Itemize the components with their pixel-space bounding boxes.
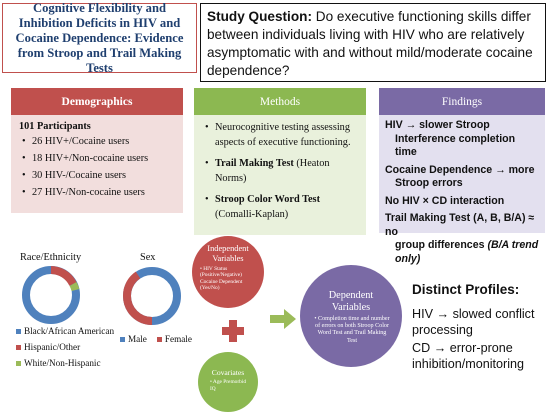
race-legend: Black/African American Hispanic/Other Wh… — [16, 326, 114, 368]
methods-header: Methods — [194, 88, 366, 115]
finding-trail-trend: (B/A trend only) — [395, 239, 539, 265]
poster-title: Cognitive Flexibility and Inhibition Def… — [15, 0, 184, 75]
sex-donut-chart — [122, 267, 181, 325]
participant-count: 101 Participants — [19, 121, 91, 132]
finding-cocaine-line2: Stroop errors — [395, 177, 463, 189]
methods-list: Neurocognitive testing assessing aspects… — [202, 121, 358, 222]
trail-making-test-label: Trail Making Test — [215, 158, 294, 169]
demographics-panel: 101 Participants 26 HIV+/Cocaine users 1… — [11, 115, 183, 213]
distinct-profile-cd: CD → error-prone inhibition/monitoring — [412, 341, 525, 371]
finding-hiv: HIV → slower Stroop Interference complet… — [385, 119, 539, 160]
covariates-detail: • Age Premorbid IQ — [210, 379, 247, 392]
dependent-variables-circle: Dependent Variables • Completion time an… — [300, 265, 402, 367]
finding-trail-making: Trail Making Test (A, B, B/A) ≈ no group… — [385, 212, 539, 266]
finding-interaction: No HIV × CD interaction — [385, 194, 505, 207]
study-question: Study Question: Do executive functioning… — [207, 8, 539, 80]
methods-item: Trail Making Test (Heaton Norms) — [205, 157, 358, 186]
demographics-list: 26 HIV+/Cocaine users 18 HIV+/Non-cocain… — [19, 135, 175, 201]
independent-variables-detail: • HIV Status (Positive/Negative) Cocaine… — [200, 266, 243, 292]
demographic-group: 26 HIV+/Cocaine users — [22, 135, 175, 150]
legend-item-female: Female — [156, 334, 192, 344]
race-chart-title: Race/Ethnicity — [20, 252, 82, 263]
legend-swatch — [120, 336, 125, 342]
sex-legend: Male Female — [120, 334, 192, 344]
stroop-test-norms: (Comalli-Kaplan) — [215, 208, 289, 220]
independent-variables-title: Independent Variables — [207, 244, 249, 263]
legend-swatch — [156, 336, 162, 342]
sex-slice-female — [122, 271, 153, 325]
distinct-profile-hiv: HIV → slowed conflict processing — [412, 307, 535, 337]
legend-item-white: White/Non-Hispanic — [16, 358, 114, 368]
covariates-circle: Covariates • Age Premorbid IQ — [198, 352, 258, 412]
finding-cocaine: Cocaine Dependence → more Stroop errors — [385, 164, 539, 191]
trail-making-test-norms: (Heaton Norms) — [215, 158, 330, 184]
finding-hiv-line1: HIV → slower Stroop — [385, 119, 490, 131]
demographic-group: 27 HIV-/Non-cocaine users — [22, 186, 175, 201]
race-slice-white — [69, 281, 80, 292]
finding-trail-line1: Trail Making Test (A, B, B/A) ≈ no — [385, 212, 535, 238]
finding-cocaine-line1: Cocaine Dependence → more — [385, 163, 535, 176]
covariates-title: Covariates — [211, 368, 245, 377]
arrow-right-icon — [270, 309, 296, 329]
findings-panel: HIV → slower Stroop Interference complet… — [379, 115, 545, 265]
finding-trail-line2-text: group differences — [395, 239, 485, 251]
demographics-header: Demographics — [11, 88, 183, 115]
study-question-label: Study Question: — [207, 9, 312, 24]
dependent-variables-detail: • Completion time and number of errors o… — [314, 316, 390, 344]
methods-item: Neurocognitive testing assessing aspects… — [205, 121, 358, 150]
study-question-box: Study Question: Do executive functioning… — [200, 3, 546, 82]
sex-chart-title: Sex — [140, 252, 156, 263]
finding-trail-line2: group differences (B/A trend only) — [385, 239, 539, 266]
stroop-test-label: Stroop Color Word Test — [215, 194, 320, 205]
study-question-text: Do executive functioning skills differ b… — [207, 9, 533, 78]
methods-item: Stroop Color Word Test (Comalli-Kaplan) — [205, 193, 358, 222]
legend-swatch — [16, 328, 21, 334]
legend-item-black: Black/African American — [16, 326, 114, 336]
plus-icon — [222, 320, 244, 342]
demographic-group: 30 HIV-/Cocaine users — [22, 169, 175, 184]
legend-item-male: Male — [120, 334, 147, 344]
race-slice-hispanic — [50, 266, 77, 287]
independent-variables-circle: Independent Variables • HIV Status (Posi… — [192, 236, 264, 308]
methods-panel: Neurocognitive testing assessing aspects… — [194, 115, 366, 235]
title-box: Cognitive Flexibility and Inhibition Def… — [2, 0, 197, 75]
distinct-profiles-title: Distinct Profiles: — [412, 282, 520, 297]
finding-hiv-line2: Interference completion time — [395, 132, 516, 159]
findings-header: Findings — [379, 88, 545, 115]
race-donut-chart — [22, 266, 80, 324]
legend-item-hispanic: Hispanic/Other — [16, 342, 114, 352]
demographic-group: 18 HIV+/Non-cocaine users — [22, 152, 175, 167]
legend-swatch — [16, 344, 21, 350]
legend-swatch — [16, 360, 21, 366]
dependent-variables-title: Dependent Variables — [328, 290, 374, 313]
